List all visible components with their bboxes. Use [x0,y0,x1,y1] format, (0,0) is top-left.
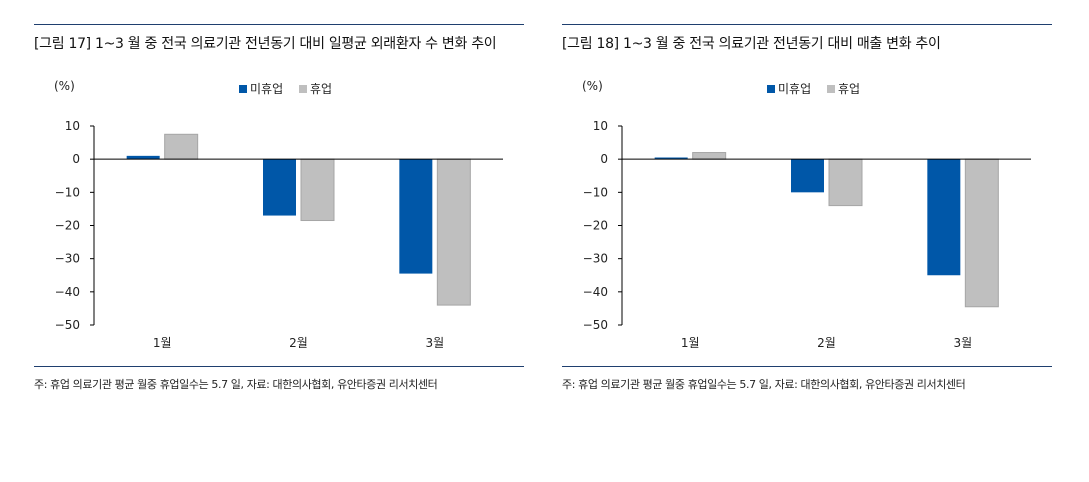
legend-swatch-1 [767,85,775,93]
y-tick-label: −50 [55,318,80,332]
bar-series-1-1 [126,155,160,160]
y-unit-label: (%) [54,79,75,93]
bar-series-1-2 [263,159,296,216]
y-tick-label: 0 [72,152,80,166]
x-tick-label: 2월 [289,336,308,350]
figure-18: [그림 18] 1~3 월 중 전국 의료기관 전년동기 대비 매출 변화 추이… [562,0,1052,400]
y-tick-label: −10 [55,185,80,199]
bar-series-2-1 [692,152,727,160]
figure-title: [그림 18] 1~3 월 중 전국 의료기관 전년동기 대비 매출 변화 추이 [562,36,941,52]
x-tick-label: 1월 [153,336,172,350]
legend-label-1: 미휴업 [250,82,283,96]
legend-label-2: 휴업 [310,82,332,96]
bar-series-2-3 [964,158,999,308]
bar-series-1-3 [399,159,433,274]
source-note: 주: 휴업 의료기관 평균 월중 휴업일수는 5.7 일, 자료: 대한의사협회… [34,378,438,391]
bar-series-1-2 [791,159,824,193]
source-note: 주: 휴업 의료기관 평균 월중 휴업일수는 5.7 일, 자료: 대한의사협회… [562,378,966,391]
figure-title: [그림 17] 1~3 월 중 전국 의료기관 전년동기 대비 일평균 외래환자… [34,36,497,52]
top-rule [562,24,1052,25]
x-tick-label: 1월 [681,336,700,350]
bottom-rule [34,366,524,367]
legend-swatch-2 [827,85,835,93]
y-tick-label: −50 [583,318,608,332]
y-tick-label: −10 [583,185,608,199]
x-tick-label: 2월 [817,336,836,350]
y-tick-label: −20 [583,219,608,233]
y-unit-label: (%) [582,79,603,93]
bar-series-1-3 [927,159,961,276]
y-tick-label: −20 [55,219,80,233]
bar-chart-revenue: (%) 미휴업 휴업 10 0 −10 −20 −30 −40 −50 1월 2월 3월 [582,79,1031,350]
y-tick-label: −40 [583,285,608,299]
y-tick-label: −30 [55,252,80,266]
top-rule [34,24,524,25]
x-tick-label: 3월 [953,336,972,350]
bar-series-2-2 [828,158,863,207]
bar-series-2-3 [436,158,471,306]
figure-17: [그림 17] 1~3 월 중 전국 의료기관 전년동기 대비 일평균 외래환자… [34,0,524,400]
y-tick-label: 10 [593,119,608,133]
legend-swatch-1 [239,85,247,93]
y-tick-label: −30 [583,252,608,266]
legend-label-1: 미휴업 [778,82,811,96]
bar-chart-outpatients: (%) 미휴업 휴업 10 0 −10 −20 −30 −40 −50 1월 2월 3월 [54,79,503,350]
bar-series-2-2 [300,158,335,222]
legend-label-2: 휴업 [838,82,860,96]
bottom-rule [562,366,1052,367]
y-tick-label: 0 [600,152,608,166]
y-tick-label: −40 [55,285,80,299]
legend-swatch-2 [299,85,307,93]
x-tick-label: 3월 [425,336,444,350]
bar-series-2-1 [164,133,199,160]
y-tick-label: 10 [65,119,80,133]
bar-series-1-1 [654,157,688,160]
